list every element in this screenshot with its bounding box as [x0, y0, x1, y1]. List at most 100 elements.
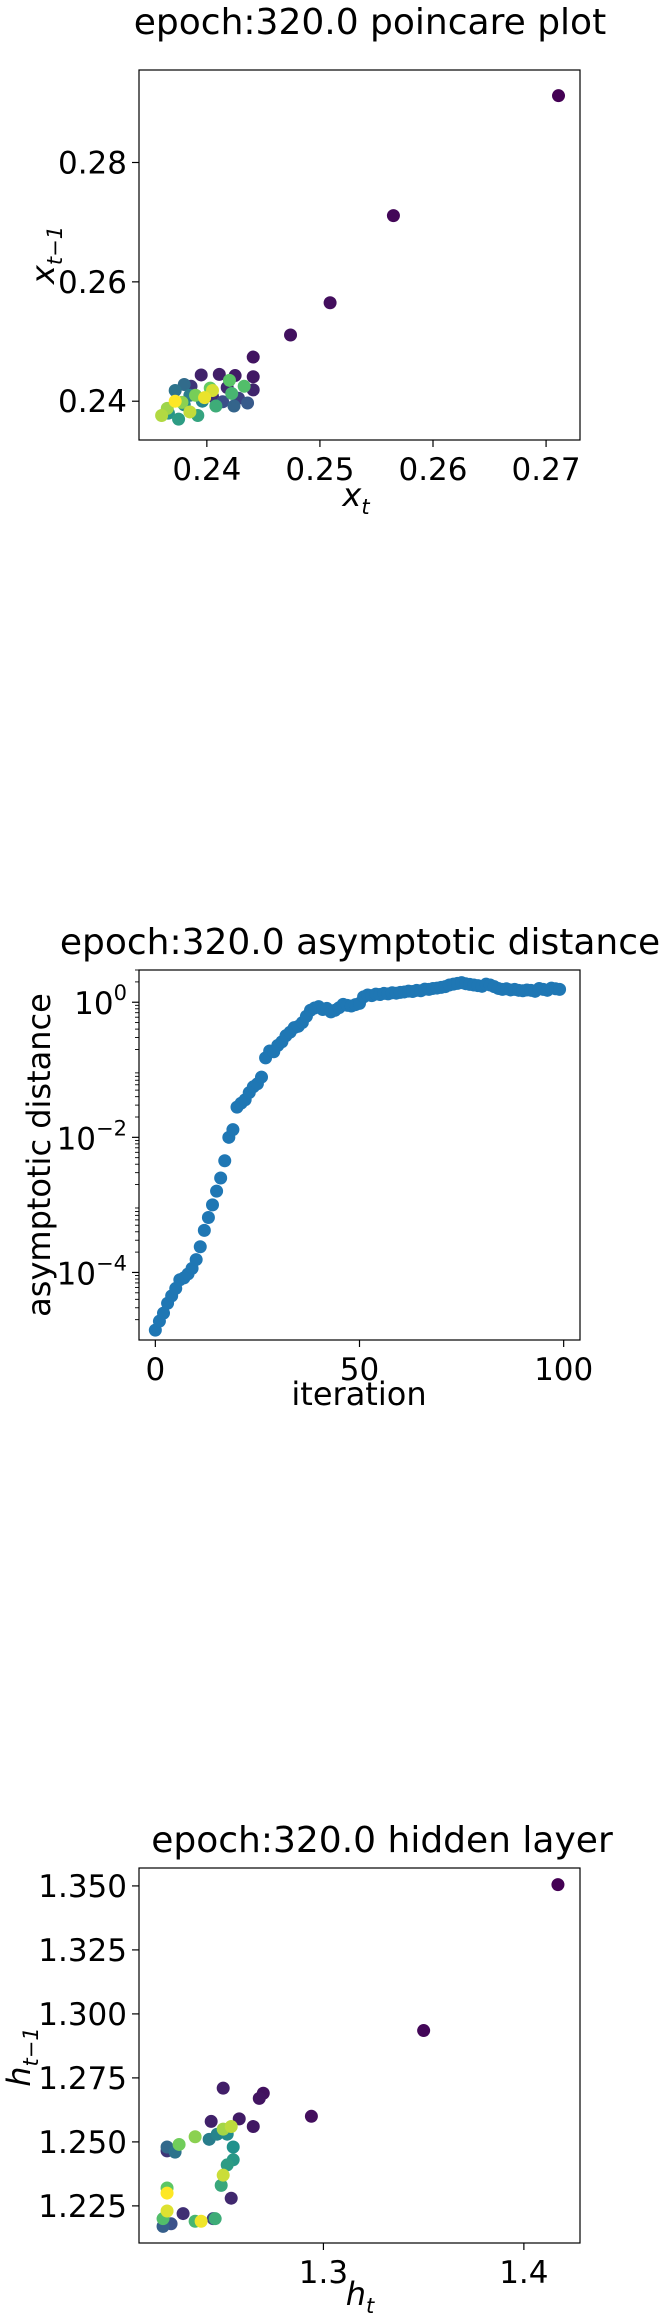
data-point — [206, 1198, 219, 1212]
x-axis-label: ht — [346, 2275, 375, 2318]
x-ticks: 0.24 0.25 0.26 0.27 — [172, 440, 581, 488]
y-ticks: 1.225 1.250 1.275 1.300 1.325 1.350 — [38, 1869, 139, 2225]
data-point — [160, 2186, 174, 2200]
data-point — [284, 328, 298, 342]
x-tick-label: 50 — [340, 1352, 379, 1388]
data-point — [551, 1878, 565, 1892]
data-point — [216, 2081, 230, 2095]
chart-title: epoch:320.0 asymptotic distance — [60, 922, 660, 963]
data-point — [214, 2178, 228, 2192]
y-tick-label: 10−2 — [57, 1116, 127, 1157]
y-tick-label: 1.225 — [38, 2189, 127, 2225]
x-ticks: 1.3 1.4 — [299, 2243, 549, 2291]
data-point — [218, 1154, 232, 1168]
data-point — [224, 2191, 238, 2205]
x-tick-label: 0 — [145, 1352, 165, 1388]
y-ticks: 0.24 0.26 0.28 — [58, 146, 139, 420]
plot-frame — [138, 69, 581, 441]
data-point — [220, 2158, 234, 2172]
data-point — [552, 89, 566, 103]
data-point — [304, 2109, 318, 2123]
data-point — [183, 405, 197, 419]
data-point — [227, 399, 241, 413]
chart-title: epoch:320.0 poincare plot — [134, 2, 606, 43]
data-point — [208, 2212, 222, 2226]
plot-frame — [138, 969, 581, 1341]
data-point — [237, 379, 251, 393]
data-point — [225, 386, 239, 400]
y-tick-label: 0.24 — [58, 384, 127, 420]
x-tick-label: 100 — [534, 1352, 593, 1388]
asymptotic-distance-chart: epoch:320.0 asymptotic distance 0 50 100 1… — [0, 900, 666, 1420]
chart-title: epoch:320.0 hidden layer — [151, 1820, 613, 1861]
data-point — [255, 1070, 268, 1084]
x-ticks: 0 50 100 — [145, 1340, 593, 1388]
plot-frame — [138, 1867, 581, 2244]
y-tick-label: 1.325 — [38, 1933, 127, 1969]
data-point — [222, 373, 236, 387]
data-point — [417, 2024, 431, 2038]
data-point — [197, 1223, 211, 1237]
data-point — [553, 982, 567, 996]
x-tick-label: 1.3 — [299, 2255, 348, 2291]
data-point — [323, 296, 337, 310]
data-point — [209, 399, 223, 413]
x-tick-label: 0.27 — [512, 452, 581, 488]
data-point — [246, 350, 260, 364]
data-point — [226, 1123, 240, 1137]
data-point — [155, 409, 169, 423]
y-tick-label: 0.26 — [58, 265, 127, 301]
y-tick-label: 10−4 — [57, 1251, 127, 1292]
x-axis-label: xt — [341, 476, 370, 519]
data-point — [216, 2168, 230, 2182]
data-points — [148, 976, 567, 1337]
data-point — [214, 1171, 228, 1185]
y-tick-label: 1.250 — [38, 2125, 127, 2161]
y-tick-label: 1.300 — [38, 1997, 127, 2033]
x-axis-label: iteration — [291, 1375, 426, 1413]
y-axis-label: xt−1 — [24, 226, 67, 285]
hidden-layer-chart: epoch:320.0 hidden layer 1.3 1.4 1.225 1.2… — [0, 1795, 666, 2323]
data-point — [198, 391, 212, 405]
poincare-chart: epoch:320.0 poincare plot 0.24 0.25 0.26 0.… — [0, 0, 666, 520]
data-point — [210, 1184, 224, 1198]
data-point — [246, 370, 260, 384]
data-point — [160, 2204, 174, 2218]
data-point — [193, 1240, 207, 1254]
data-point — [157, 1306, 170, 1320]
hidden-layer-chart-svg: epoch:320.0 hidden layer 1.3 1.4 1.2251.2… — [0, 1820, 613, 2318]
data-point — [194, 368, 208, 382]
data-point — [189, 1253, 203, 1267]
data-point — [212, 367, 226, 381]
asymptotic-distance-chart-svg: epoch:320.0 asymptotic distance 0 50 100 1… — [20, 922, 660, 1413]
data-point — [246, 2120, 260, 2134]
data-point — [226, 2140, 240, 2154]
y-tick-label: 0.28 — [58, 146, 127, 182]
data-point — [241, 396, 255, 410]
y-axis-label: ht−1 — [0, 2027, 43, 2086]
data-point — [201, 1211, 215, 1225]
x-tick-label: 0.24 — [172, 452, 241, 488]
data-point — [172, 412, 186, 426]
x-tick-label: 0.26 — [398, 452, 467, 488]
data-point — [204, 2114, 218, 2128]
data-point — [386, 209, 400, 223]
y-tick-label: 1.350 — [38, 1869, 127, 1905]
y-tick-label: 1.275 — [38, 2061, 127, 2097]
x-tick-label: 0.25 — [285, 452, 354, 488]
poincare-chart-svg: epoch:320.0 poincare plot 0.24 0.25 0.26 0.… — [24, 2, 606, 519]
data-point — [224, 2120, 238, 2134]
data-point — [176, 2207, 190, 2221]
data-point — [188, 2130, 202, 2144]
data-point — [168, 394, 182, 408]
data-point — [172, 2137, 186, 2151]
data-points — [155, 89, 566, 426]
x-tick-label: 1.4 — [499, 2255, 548, 2291]
data-point — [252, 2091, 266, 2105]
data-point — [194, 2214, 208, 2228]
y-ticks: 10−4 10−2 100 — [57, 969, 139, 1321]
data-point — [168, 383, 182, 397]
y-axis-label: asymptotic distance — [20, 993, 58, 1317]
y-tick-label: 100 — [74, 981, 127, 1022]
data-points — [156, 1878, 565, 2233]
